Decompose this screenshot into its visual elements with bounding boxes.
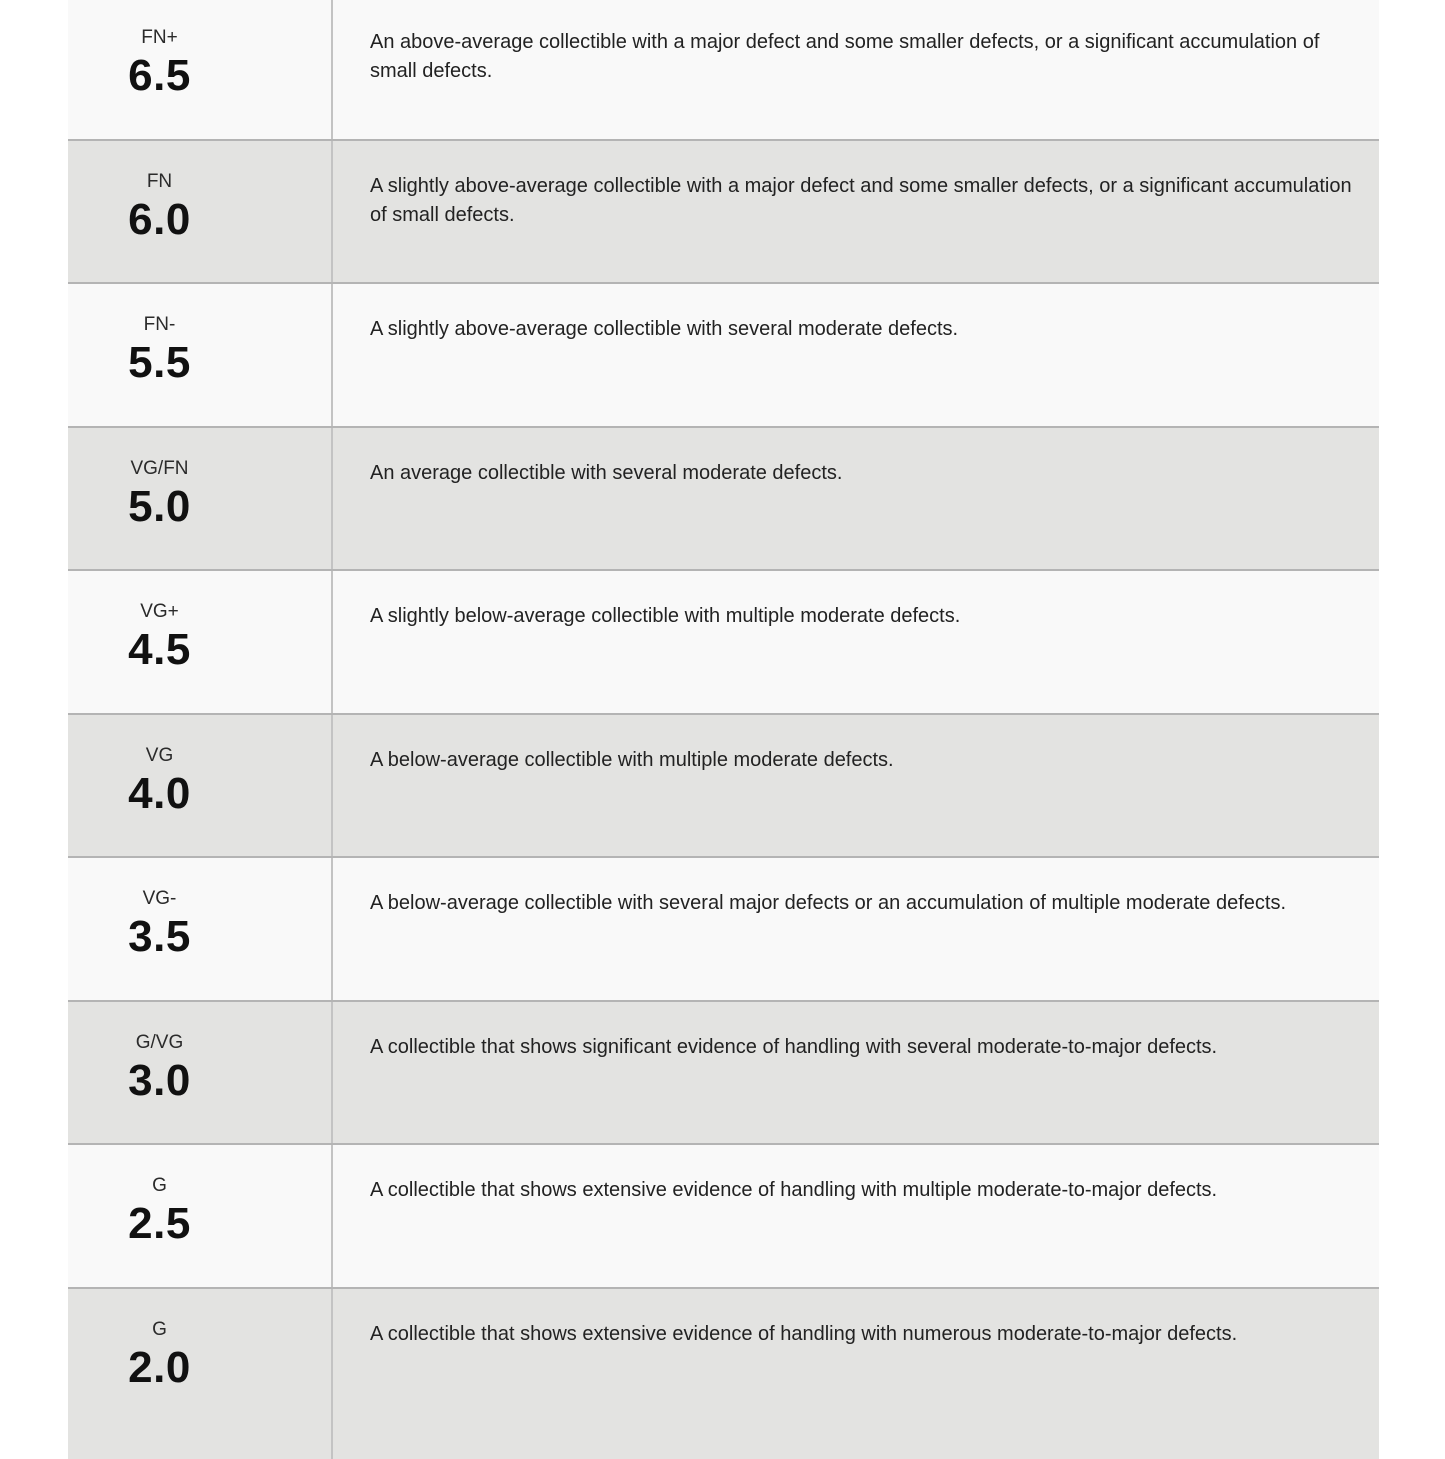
grade-description: An above-average collectible with a majo… [370, 31, 1320, 82]
grade-row: VG/FN 5.0 An average collectible with se… [68, 427, 1379, 571]
grade-cell: FN 6.0 [68, 140, 333, 282]
grade-row: VG 4.0 A below-average collectible with … [68, 714, 1379, 858]
grade-label: VG/FN [130, 457, 189, 479]
grade-score: 6.0 [128, 194, 191, 244]
grade-row: G/VG 3.0 A collectible that shows signif… [68, 1001, 1379, 1145]
grade-label: FN [146, 170, 173, 192]
grade-row: FN- 5.5 A slightly above-average collect… [68, 284, 1379, 428]
grading-scale-table: FN+ 6.5 An above-average collectible wit… [68, 0, 1379, 1459]
grade-description: A below-average collectible with multipl… [370, 748, 894, 771]
grade-label: VG- [142, 888, 177, 909]
grade-description: A collectible that shows extensive evide… [370, 1179, 1218, 1201]
grade-score: 4.5 [128, 625, 191, 674]
grade-row: FN 6.0 A slightly above-average collecti… [68, 140, 1379, 284]
grade-score: 5.0 [128, 481, 191, 531]
grade-description: A collectible that shows significant evi… [370, 1035, 1218, 1058]
grade-label: VG [145, 744, 174, 766]
grade-cell: G/VG 3.0 [68, 1001, 333, 1143]
grade-cell: FN+ 6.5 [68, 0, 333, 139]
grade-score: 3.5 [128, 912, 191, 961]
grade-description: A below-average collectible with several… [370, 892, 1287, 914]
grade-row: G 2.0 A collectible that shows extensive… [68, 1288, 1379, 1459]
grade-label: G [152, 1175, 167, 1196]
grade-label: FN- [143, 314, 176, 335]
grade-description: A collectible that shows extensive evide… [370, 1322, 1238, 1345]
grade-label: G [152, 1318, 167, 1340]
grade-row: G 2.5 A collectible that shows extensive… [68, 1145, 1379, 1289]
grade-score: 2.0 [128, 1342, 191, 1392]
grade-score: 6.5 [128, 51, 191, 100]
grade-cell: G 2.0 [68, 1288, 333, 1459]
grade-label: FN+ [141, 27, 178, 48]
grade-description: A slightly above-average collectible wit… [370, 318, 959, 340]
grade-cell: VG 4.0 [68, 714, 333, 856]
grade-cell: VG/FN 5.0 [68, 427, 333, 569]
grade-row: VG+ 4.5 A slightly below-average collect… [68, 571, 1379, 715]
grade-cell: VG+ 4.5 [68, 571, 333, 713]
grade-row: FN+ 6.5 An above-average collectible wit… [68, 0, 1379, 141]
grade-score: 5.5 [128, 338, 191, 387]
grade-description: An average collectible with several mode… [370, 461, 843, 484]
grade-cell: FN- 5.5 [68, 284, 333, 426]
grade-label: VG+ [140, 601, 179, 622]
grade-label: G/VG [135, 1031, 184, 1053]
grade-cell: VG- 3.5 [68, 858, 333, 1000]
grade-cell: G 2.5 [68, 1145, 333, 1287]
grade-row: VG- 3.5 A below-average collectible with… [68, 858, 1379, 1002]
grade-score: 4.0 [128, 768, 191, 818]
grade-description: A slightly below-average collectible wit… [370, 605, 961, 627]
grade-score: 2.5 [128, 1199, 191, 1248]
grade-description: A slightly above-average collectible wit… [370, 174, 1352, 226]
grade-score: 3.0 [128, 1055, 191, 1105]
